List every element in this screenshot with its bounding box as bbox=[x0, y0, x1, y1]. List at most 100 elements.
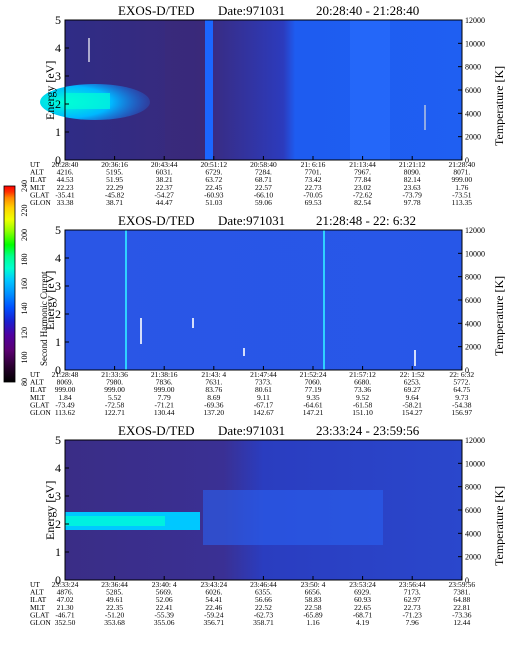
panel-3-ytick-right-label: 6000 bbox=[465, 506, 481, 515]
panel-2-table-cell: 7836. bbox=[156, 378, 173, 387]
panel-3-table-cell: 23:40: 4 bbox=[152, 580, 177, 589]
panel-3-table-cell: 5285. bbox=[106, 588, 123, 597]
panel-2-ytick-left-label: 4 bbox=[55, 251, 61, 265]
panel-2-table-cell: 6680. bbox=[354, 378, 371, 387]
panel-1-table-cell: 33.38 bbox=[57, 198, 74, 207]
panel-1-table-cell: 44.53 bbox=[57, 175, 74, 184]
panel-3-ytick-left-label: 3 bbox=[55, 489, 61, 503]
panel-1-ytick-right-label: 0 bbox=[465, 156, 469, 165]
panel-1-table-cell: 23.63 bbox=[404, 183, 421, 192]
panel-1-table-cell: 1.76 bbox=[455, 183, 468, 192]
panel-3-table-cell: -62.73 bbox=[254, 610, 274, 619]
panel-2-table-cell: 9.35 bbox=[306, 393, 319, 402]
panel-2-table-cell: -54.38 bbox=[452, 400, 472, 409]
panel-1-table-cell: 21: 6:16 bbox=[301, 160, 326, 169]
panel-1-table-cell: 22.37 bbox=[156, 183, 173, 192]
panel-1-table-cell: -66.10 bbox=[254, 190, 274, 199]
colorbar-ticks: 80 100 120 140 160 180 200 220 240 bbox=[20, 180, 29, 386]
panel-3-table-cell: 22.46 bbox=[205, 603, 222, 612]
panel-3-yticks-left: 0 1 2 3 4 5 bbox=[55, 433, 69, 587]
panel-3-title: EXOS-D/TED bbox=[118, 423, 195, 438]
panel-3-table-cell: 23:43:24 bbox=[200, 580, 227, 589]
panel-2-table-cell: 21:52:24 bbox=[300, 370, 327, 379]
panel-2-date: Date:971031 bbox=[218, 213, 285, 228]
panel-3-table-cell: 22.73 bbox=[404, 603, 421, 612]
panel-2-table-cell: 77.19 bbox=[305, 385, 322, 394]
panel-3-table-cell: 6355. bbox=[255, 588, 272, 597]
panel-2-table-cell: 7631. bbox=[205, 378, 222, 387]
colorbar-tick-label: 220 bbox=[20, 205, 29, 217]
panel-2-table: UTALTILATMLTGLATGLON21:28:488069.999.001… bbox=[30, 366, 474, 417]
colorbar-tick-label: 240 bbox=[20, 180, 29, 192]
panel-3-table-cell: 22.52 bbox=[255, 603, 272, 612]
panel-2-ylabel-left: Energy [eV] bbox=[43, 271, 57, 330]
panel-2-table-cell: 130.44 bbox=[154, 408, 175, 417]
panel-3-ytick-right-label: 2000 bbox=[465, 553, 481, 562]
panel-3-table-cell: -73.36 bbox=[452, 610, 472, 619]
colorbar-frame bbox=[3, 185, 16, 383]
panel-1-ytick-left-label: 0 bbox=[55, 153, 61, 167]
panel-1-table-cell: 68.71 bbox=[255, 175, 272, 184]
panel-3-date: Date:971031 bbox=[218, 423, 285, 438]
panel-2-time-range: 21:28:48 - 22: 6:32 bbox=[316, 213, 416, 228]
colorbar-tick-label: 80 bbox=[20, 378, 29, 386]
panel-1-ytick-right-label: 2000 bbox=[465, 133, 481, 142]
panel-1-row-label: GLAT bbox=[30, 190, 50, 199]
panel-2-table-cell: 21:38:16 bbox=[151, 370, 178, 379]
panel-2-table-cell: 22: 1:52 bbox=[400, 370, 425, 379]
colorbar-gradient bbox=[4, 186, 15, 382]
panel-2-table-cell: 83.76 bbox=[205, 385, 222, 394]
panel-2-table-cell: -67.17 bbox=[254, 400, 274, 409]
panel-1-table-cell: 6031. bbox=[156, 168, 173, 177]
panel-3-table-cell: 62.97 bbox=[404, 595, 421, 604]
panel-1-table-cell: 77.84 bbox=[354, 175, 371, 184]
panel-2-table-cell: 147.21 bbox=[303, 408, 324, 417]
panel-2-table-cell: 22: 6:32 bbox=[449, 370, 474, 379]
panel-3-ytick-left-label: 5 bbox=[55, 433, 61, 447]
panel-1-table-cell: 7967. bbox=[354, 168, 371, 177]
panel-2-table-cell: 21:47:44 bbox=[250, 370, 277, 379]
panel-2-table-cell: 73.36 bbox=[354, 385, 371, 394]
panel-1-bright-band bbox=[205, 20, 213, 160]
panel-3-table-cell: 54.41 bbox=[205, 595, 222, 604]
panel-3-ytick-right-label: 4000 bbox=[465, 529, 481, 538]
panel-3-table-cell: 22.65 bbox=[354, 603, 371, 612]
panel-1-table-cell: 20:36:16 bbox=[101, 160, 128, 169]
panel-2-table-cell: 999.00 bbox=[55, 385, 76, 394]
panel-3-table-cell: 355.06 bbox=[154, 618, 175, 627]
panel-2-table-cell: 999.00 bbox=[154, 385, 175, 394]
panel-3-table-cell: -55.39 bbox=[155, 610, 175, 619]
colorbar-label: Second Harmonic Current bbox=[39, 271, 49, 366]
panel-1-table-cell: 6729. bbox=[205, 168, 222, 177]
panel-1-table-cell: 20:28:40 bbox=[52, 160, 79, 169]
panel-1-table-cell: 8071. bbox=[453, 168, 470, 177]
panel-3-ion-band-core bbox=[65, 516, 165, 526]
panel-1-table-cell: 51.03 bbox=[205, 198, 222, 207]
panel-3-row-label: ALT bbox=[30, 588, 44, 597]
panel-2-heatmap-background bbox=[65, 230, 462, 370]
panel-1-table-cell: 22.45 bbox=[205, 183, 222, 192]
panel-1-table-cell: 20:43:44 bbox=[151, 160, 178, 169]
panel-1-table-cell: -73.51 bbox=[452, 190, 472, 199]
panel-3-table-cell: 23:53:24 bbox=[349, 580, 376, 589]
panel-1-ylabel-left: Energy [eV] bbox=[43, 61, 57, 120]
panel-1-table-cell: 8090. bbox=[404, 168, 421, 177]
panel-1-table-cell: 38.21 bbox=[156, 175, 173, 184]
panel-3-table-cell: 5669. bbox=[156, 588, 173, 597]
panel-1-table-cell: 4216. bbox=[57, 168, 74, 177]
panel-2-table-cell: -58.21 bbox=[403, 400, 423, 409]
panel-3-table-cell: -46.71 bbox=[55, 610, 75, 619]
panel-3-ytick-left-label: 0 bbox=[55, 573, 61, 587]
panel-3-table-cell: 6656. bbox=[305, 588, 322, 597]
panel-3-table-cell: 22.81 bbox=[453, 603, 470, 612]
panel-2-table-cell: 64.75 bbox=[453, 385, 470, 394]
panel-2-row-label: ALT bbox=[30, 378, 44, 387]
panel-1-table-cell: 22.23 bbox=[57, 183, 74, 192]
panel-1-ion-enhancement-core bbox=[65, 93, 110, 109]
panel-2-row-label: UT bbox=[30, 370, 40, 379]
panel-2-ytick-right-label: 0 bbox=[465, 366, 469, 375]
panel-1-table-cell: 23.02 bbox=[354, 183, 371, 192]
panel-2-table-cell: 142.67 bbox=[253, 408, 274, 417]
